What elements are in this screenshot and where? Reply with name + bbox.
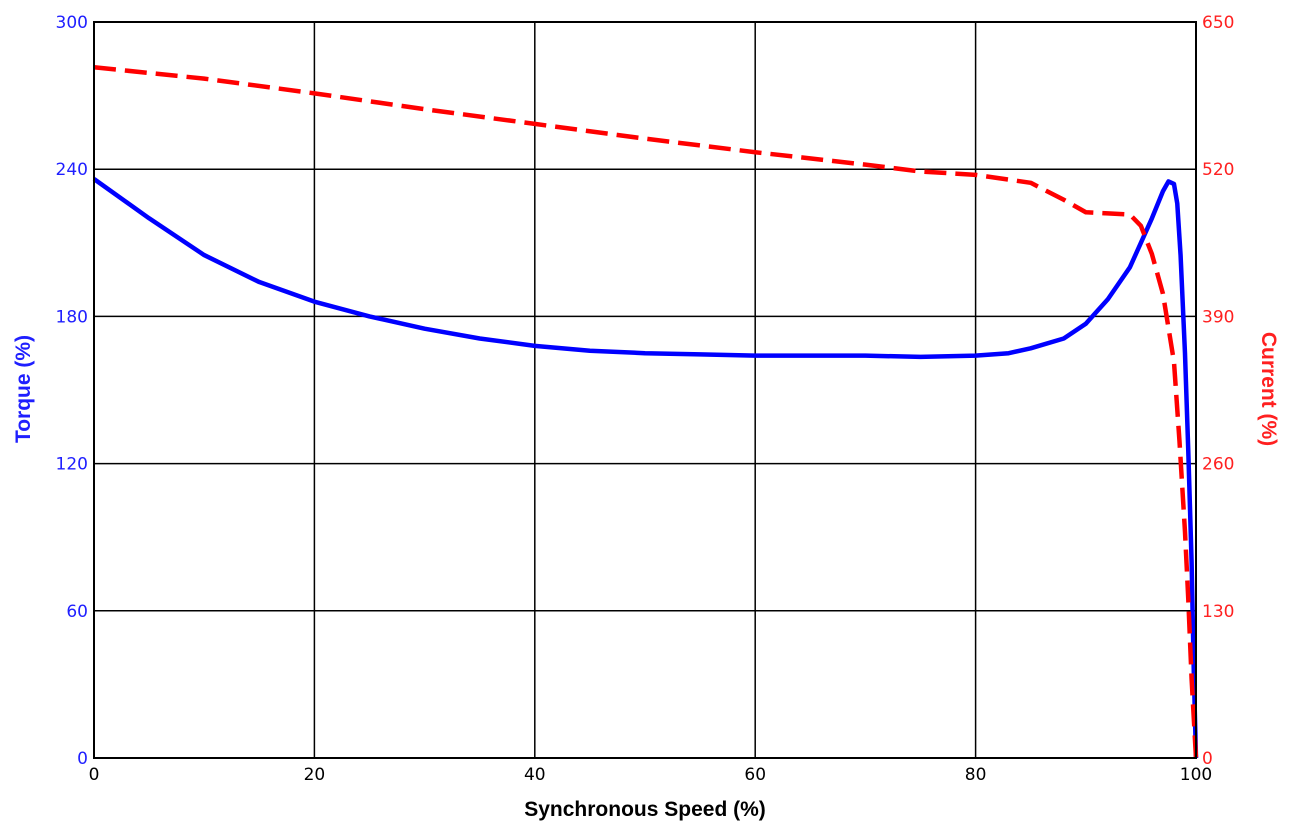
left-y-tick-label: 120 — [56, 455, 88, 475]
right-y-tick-label: 130 — [1202, 602, 1234, 622]
right-y-tick-label: 650 — [1202, 13, 1234, 33]
left-y-tick-label: 300 — [56, 13, 88, 33]
x-tick-label: 20 — [304, 765, 326, 785]
x-tick-label: 100 — [1180, 765, 1212, 785]
right-y-tick-label: 0 — [1202, 749, 1213, 769]
left-y-axis-title: Torque (%) — [12, 335, 35, 443]
torque-series-line — [92, 177, 1199, 759]
left-y-tick-label: 60 — [66, 602, 88, 622]
x-tick-label: 80 — [965, 765, 987, 785]
plot-frame — [93, 21, 1197, 759]
series-layer — [92, 65, 1199, 759]
left-y-tick-label: 180 — [56, 307, 88, 327]
plot-border — [93, 21, 1197, 759]
grid-lines — [94, 22, 1196, 758]
right-y-axis-title: Current (%) — [1257, 332, 1280, 446]
left-y-tick-label: 240 — [56, 160, 88, 180]
x-tick-label: 0 — [89, 765, 100, 785]
right-y-tick-label: 260 — [1202, 455, 1234, 475]
x-tick-label: 40 — [524, 765, 546, 785]
x-tick-label: 60 — [744, 765, 766, 785]
current-series-line — [93, 65, 1199, 759]
right-y-tick-label: 390 — [1202, 307, 1234, 327]
right-y-tick-label: 520 — [1202, 160, 1234, 180]
x-axis-title: Synchronous Speed (%) — [524, 798, 766, 821]
left-y-tick-label: 0 — [77, 749, 88, 769]
tick-labels: 0 20 40 60 80 1000601201802403000130260390520… — [56, 13, 1235, 785]
